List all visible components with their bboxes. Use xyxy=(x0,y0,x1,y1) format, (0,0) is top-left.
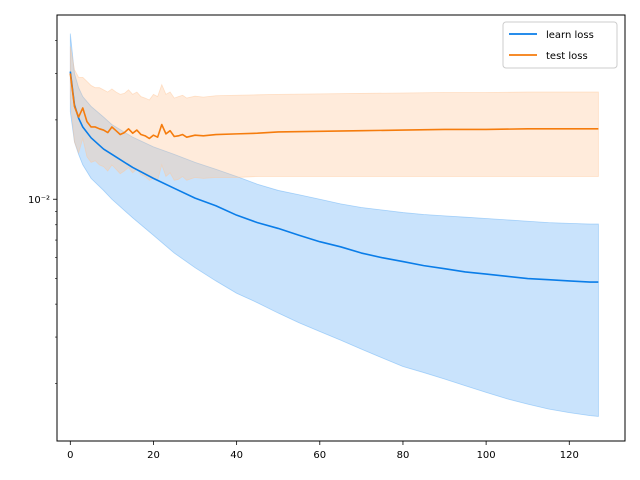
legend: learn loss test loss xyxy=(502,21,618,69)
band-learn-loss xyxy=(69,33,599,417)
y-tick-label: 10⁻² xyxy=(28,195,50,206)
line-test-loss xyxy=(69,73,599,140)
line-learn-loss xyxy=(69,71,599,283)
x-axis-ticks: 0 20 40 60 80 100 120 xyxy=(67,441,579,461)
x-tick-label: 20 xyxy=(147,450,160,461)
x-tick-label: 60 xyxy=(313,450,326,461)
band-test-loss xyxy=(69,46,599,181)
series-lines xyxy=(69,71,599,283)
x-tick-label: 40 xyxy=(230,450,243,461)
y-axis-ticks: 10⁻² xyxy=(28,40,57,384)
x-tick-label: 0 xyxy=(67,450,73,461)
x-tick-label: 100 xyxy=(477,450,496,461)
confidence-bands xyxy=(69,33,599,417)
legend-label-test-loss: test loss xyxy=(546,51,588,62)
x-tick-label: 80 xyxy=(397,450,410,461)
legend-label-learn-loss: learn loss xyxy=(546,30,594,41)
plot-frame xyxy=(56,14,626,442)
x-tick-label: 120 xyxy=(560,450,579,461)
